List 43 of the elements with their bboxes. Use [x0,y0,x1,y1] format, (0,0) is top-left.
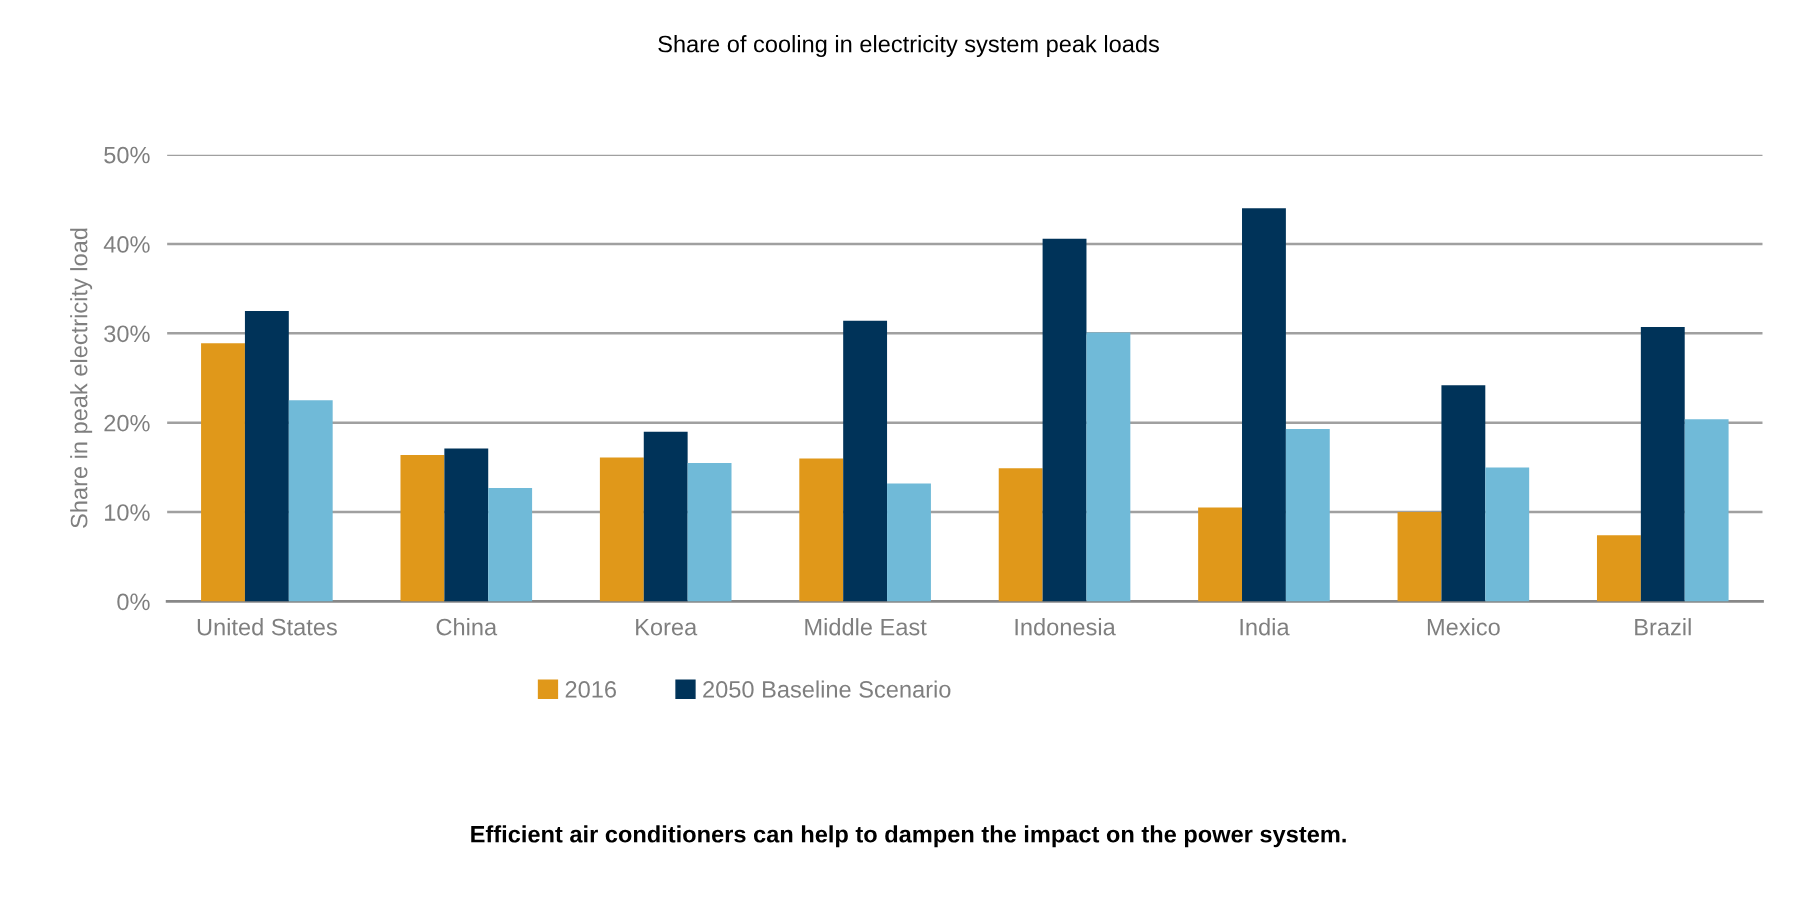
bar [288,400,333,602]
bar [488,487,533,602]
x-tick-label: Mexico [1427,618,1500,636]
bar [1596,535,1641,602]
y-tick-label: 50% [104,146,150,164]
y-tick-label: 10% [105,504,150,521]
y-axis-title: Share in peak electricity load [70,228,93,528]
bar [400,454,445,602]
bar [1285,428,1330,602]
bar [1086,332,1131,602]
bar [1684,419,1729,602]
bar [1042,238,1087,602]
bar [1441,385,1486,602]
y-tick-label: 40% [103,236,150,253]
text: Efficient air conditioners can help to dampen the impact on the power system. [471,825,1346,848]
x-tick-label: Brazil [1635,618,1691,636]
x-tick-label: Korea [636,618,698,636]
bar [887,483,931,602]
bar [244,311,289,602]
bar [643,431,688,602]
bar [201,343,245,602]
x-tick-label: United States [197,618,337,636]
bar [444,448,489,602]
y-tick-label: 20% [104,414,150,432]
legend-label: 2016 [565,681,616,698]
bar [1198,507,1243,602]
legend-label: 2050 Baseline Scenario [703,680,951,698]
bar [687,462,732,602]
bar [998,468,1043,602]
y-tick-label: 0% [117,593,150,611]
bar [1242,208,1286,602]
x-tick-label: Indonesia [1015,618,1116,636]
x-tick-label: India [1240,618,1290,636]
bar [1485,467,1530,602]
bar [799,458,844,602]
bar [1640,327,1685,602]
x-tick-label: Middle East [805,618,927,636]
y-tick-label: 30% [104,325,150,343]
chart-title: Share of cooling in electricity system peak loads [658,35,1159,58]
bar [599,457,644,602]
bar [843,320,888,602]
bar [1397,512,1442,602]
x-tick-label: China [436,618,498,636]
